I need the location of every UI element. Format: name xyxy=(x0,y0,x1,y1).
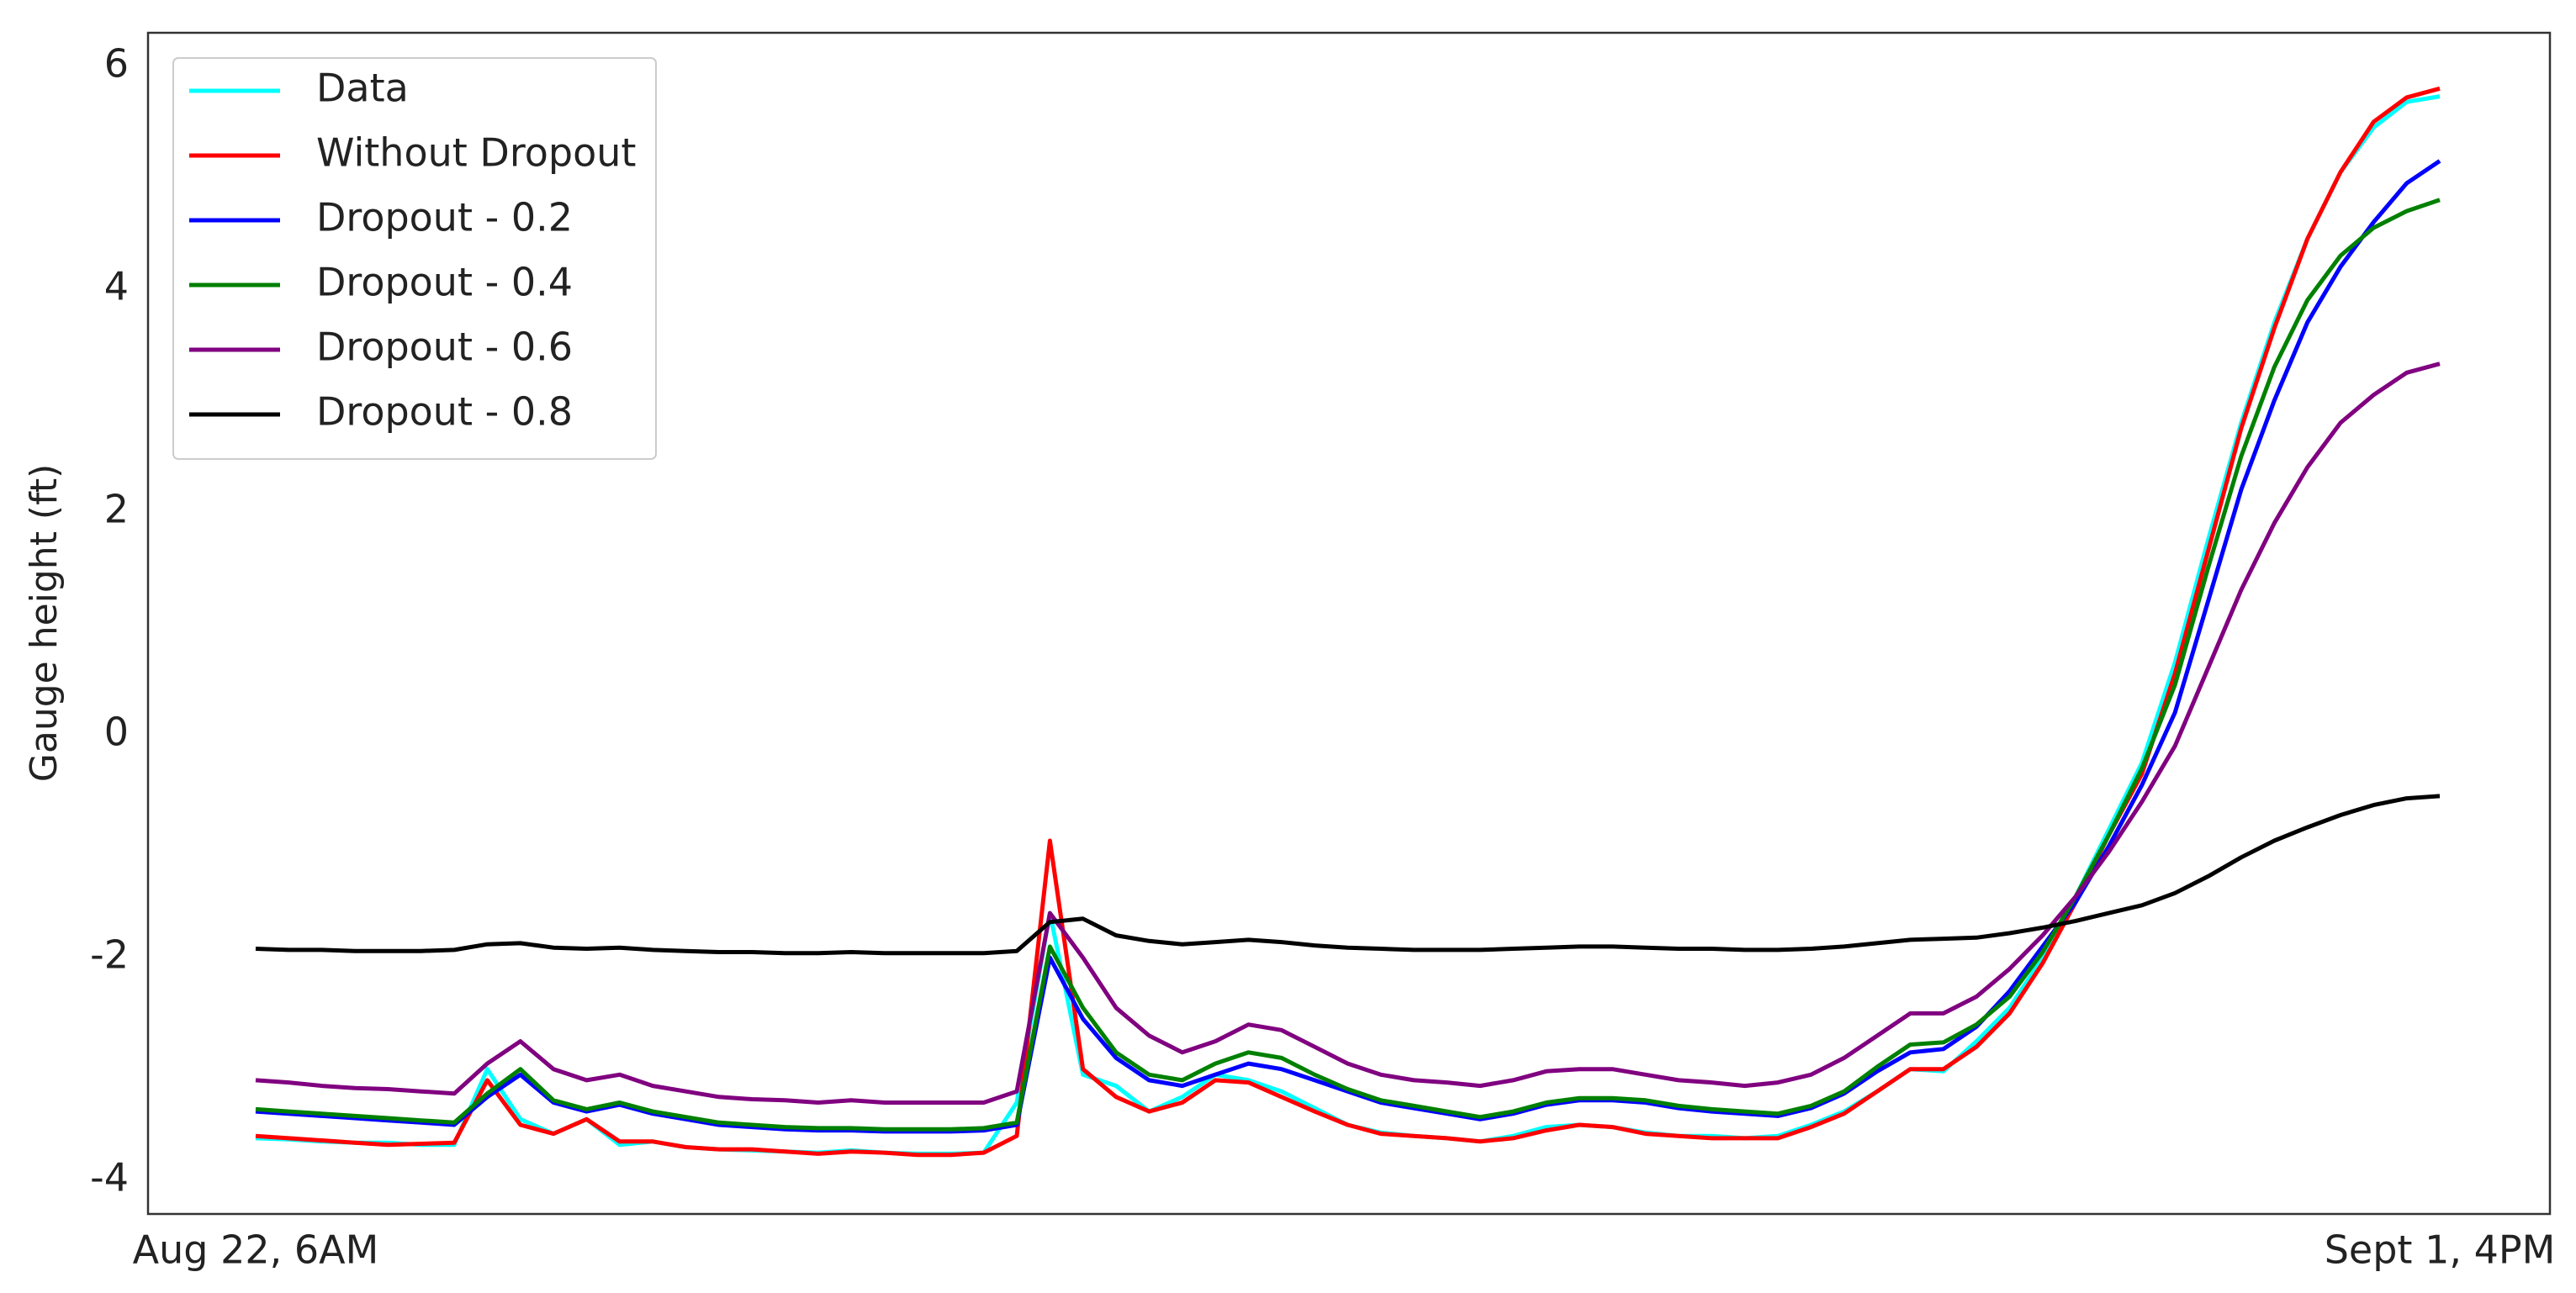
legend-label: Without Dropout xyxy=(316,130,636,176)
legend-label: Dropout - 0.6 xyxy=(316,325,573,370)
y-tick-label: 6 xyxy=(104,40,129,86)
x-tick-label: Sept 1, 4PM xyxy=(2325,1227,2556,1273)
data-line xyxy=(255,159,2441,1134)
y-tick-label: 0 xyxy=(104,710,129,755)
plot-frame xyxy=(146,31,2552,1216)
y-axis-label: Gauge height (ft) xyxy=(23,464,66,782)
x-tick-label: Aug 22, 6AM xyxy=(133,1227,379,1273)
data-line xyxy=(255,794,2441,956)
legend-label: Dropout - 0.2 xyxy=(316,195,573,240)
data-line xyxy=(255,362,2441,1105)
y-tick-label: -4 xyxy=(90,1155,129,1201)
y-tick-label: 2 xyxy=(104,486,129,531)
y-tick-label: -2 xyxy=(90,932,129,978)
legend-label: Data xyxy=(316,66,409,111)
legend-box xyxy=(172,57,657,460)
legend-label: Dropout - 0.4 xyxy=(316,260,573,305)
y-tick-label: 4 xyxy=(104,263,129,309)
legend-label: Dropout - 0.8 xyxy=(316,389,573,435)
